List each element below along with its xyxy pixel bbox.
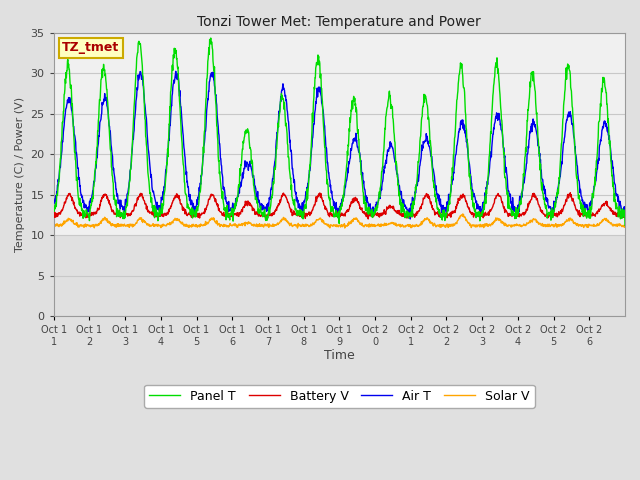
Air T bbox=[172, 69, 180, 74]
Bar bbox=[54, 29, 625, 235]
Solar V bbox=[475, 222, 483, 228]
Legend: Panel T, Battery V, Air T, Solar V: Panel T, Battery V, Air T, Solar V bbox=[144, 384, 534, 408]
Battery V bbox=[324, 212, 332, 218]
Air T bbox=[614, 193, 622, 199]
Battery V bbox=[474, 211, 482, 217]
Panel T bbox=[207, 35, 214, 41]
Panel T bbox=[325, 195, 333, 201]
Line: Panel T: Panel T bbox=[54, 38, 625, 226]
Battery V bbox=[50, 211, 58, 216]
Panel T bbox=[558, 134, 566, 140]
Solar V bbox=[294, 225, 301, 231]
Battery V bbox=[621, 211, 629, 217]
Battery V bbox=[566, 190, 574, 196]
Solar V bbox=[621, 223, 629, 228]
Battery V bbox=[139, 194, 147, 200]
Solar V bbox=[614, 222, 622, 228]
Air T bbox=[50, 196, 58, 202]
Air T bbox=[621, 205, 629, 211]
Battery V bbox=[614, 210, 622, 216]
Solar V bbox=[325, 223, 333, 228]
Y-axis label: Temperature (C) / Power (V): Temperature (C) / Power (V) bbox=[15, 97, 25, 252]
Air T bbox=[325, 169, 333, 175]
Air T bbox=[475, 206, 483, 212]
Line: Battery V: Battery V bbox=[54, 193, 625, 219]
Solar V bbox=[314, 217, 322, 223]
Air T bbox=[406, 216, 414, 222]
Panel T bbox=[314, 52, 322, 58]
Solar V bbox=[559, 221, 566, 227]
Solar V bbox=[459, 211, 467, 217]
Air T bbox=[139, 83, 147, 88]
X-axis label: Time: Time bbox=[324, 349, 355, 362]
Panel T bbox=[139, 73, 147, 79]
Battery V bbox=[558, 207, 566, 213]
Panel T bbox=[614, 206, 622, 212]
Text: TZ_tmet: TZ_tmet bbox=[62, 41, 120, 54]
Battery V bbox=[314, 193, 321, 199]
Solar V bbox=[50, 224, 58, 229]
Battery V bbox=[364, 216, 372, 222]
Panel T bbox=[50, 202, 58, 208]
Air T bbox=[314, 88, 322, 94]
Solar V bbox=[139, 217, 147, 223]
Panel T bbox=[474, 211, 482, 216]
Line: Air T: Air T bbox=[54, 72, 625, 219]
Air T bbox=[559, 152, 566, 157]
Panel T bbox=[621, 223, 629, 228]
Title: Tonzi Tower Met: Temperature and Power: Tonzi Tower Met: Temperature and Power bbox=[198, 15, 481, 29]
Line: Solar V: Solar V bbox=[54, 214, 625, 228]
